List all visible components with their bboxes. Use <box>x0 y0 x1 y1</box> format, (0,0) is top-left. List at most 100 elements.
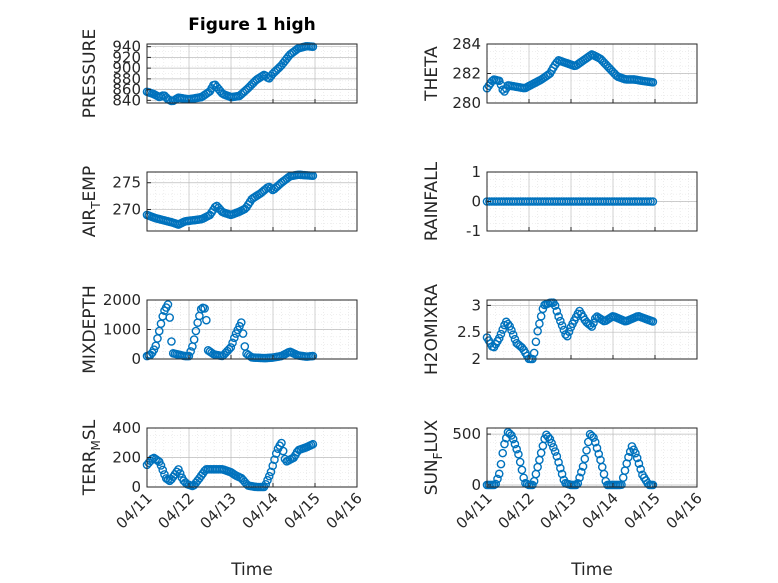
data-point-sun_flux <box>552 452 562 461</box>
data-point-sun_flux <box>582 446 591 455</box>
data-point-mixdepth <box>153 334 162 343</box>
data-point-mixdepth <box>149 345 159 354</box>
data-point-sun_flux <box>632 453 642 463</box>
data-point-mixdepth <box>154 326 164 336</box>
data-point-sun_flux <box>515 457 525 467</box>
axes-box <box>146 171 358 232</box>
data-point-sun_flux <box>575 473 584 482</box>
data-point-mixdepth <box>186 347 195 356</box>
data-point-sun_flux <box>577 467 586 477</box>
y-axis-label: SUNFLUX <box>422 419 445 495</box>
data-point-h2omixra <box>559 325 569 335</box>
axes-box <box>146 43 358 104</box>
data-point-sun_flux <box>580 454 590 464</box>
data-point-mixdepth <box>165 313 174 322</box>
x-tick-label: 04/14 <box>239 489 282 532</box>
y-tick-label: 940 <box>112 38 141 56</box>
data-point-h2omixra <box>529 348 539 358</box>
data-point-sun_flux <box>531 469 541 479</box>
data-point-mixdepth <box>230 333 239 343</box>
y-tick-label: 280 <box>452 94 481 112</box>
data-point-terr_msl <box>308 439 318 449</box>
data-point-terr_msl <box>263 475 272 485</box>
data-point-rainfall <box>646 197 655 206</box>
y-axis-label: TERRMSL <box>80 419 103 496</box>
x-tick-label: 04/16 <box>663 489 706 532</box>
panel-terr_msl: 020040004/1104/1204/1304/1404/1504/16Tim… <box>80 419 366 580</box>
x-tick-label: 04/12 <box>155 489 198 532</box>
data-point-sun_flux <box>592 443 602 453</box>
data-point-sun_flux <box>636 464 645 474</box>
data-point-rainfall <box>648 197 658 206</box>
y-tick-label: 500 <box>452 425 481 443</box>
y-axis-label: THETA <box>422 46 442 102</box>
data-point-sun_flux <box>545 434 555 444</box>
data-point-sun_flux <box>648 480 658 490</box>
data-point-sun_flux <box>624 452 633 462</box>
y-tick-label: 1 <box>471 163 481 181</box>
data-point-mixdepth <box>308 351 318 361</box>
y-axis-label: H2OMIXRA <box>422 284 442 375</box>
y-axis-label: AIRTEMP <box>80 166 103 237</box>
data-point-sun_flux <box>491 479 501 489</box>
y-axis-label: MIXDEPTH <box>80 285 100 374</box>
data-point-h2omixra <box>536 311 546 321</box>
y-tick-label: 0 <box>471 193 481 211</box>
y-tick-label: 1000 <box>103 321 141 339</box>
data-point-sun_flux <box>599 469 609 479</box>
data-point-sun_flux <box>578 462 588 471</box>
data-point-h2omixra <box>503 319 513 329</box>
y-tick-label: 2000 <box>103 291 141 309</box>
x-tick-label: 04/16 <box>323 489 366 532</box>
data-point-sun_flux <box>543 432 553 442</box>
y-tick-label: 2.5 <box>457 323 481 341</box>
data-point-theta <box>494 76 504 86</box>
data-point-sun_flux <box>493 474 502 484</box>
data-point-sun_flux <box>535 455 544 465</box>
x-tick-label: 04/13 <box>197 489 240 532</box>
data-point-terr_msl <box>277 438 286 448</box>
data-point-sun_flux <box>519 473 528 483</box>
data-point-sun_flux <box>517 465 527 475</box>
data-point-sun_flux <box>557 469 567 479</box>
data-point-h2omixra <box>557 321 567 330</box>
data-point-sun_flux <box>500 439 509 449</box>
x-axis-label: Time <box>230 560 273 580</box>
y-tick-label: 880 <box>112 70 141 88</box>
y-tick-label: 284 <box>452 35 481 53</box>
axes-box <box>486 427 698 488</box>
panel-theta: 280 282 284 THETA <box>422 35 698 112</box>
data-point-h2omixra <box>552 306 562 316</box>
axes-box <box>486 299 698 360</box>
x-axis-label: Time <box>570 560 613 580</box>
data-point-sun_flux <box>547 438 556 448</box>
data-point-pressure <box>308 42 318 51</box>
data-point-sun_flux <box>510 439 520 449</box>
y-tick-label: 0 <box>131 478 141 496</box>
y-tick-label: -1 <box>466 222 481 240</box>
data-point-h2omixra <box>563 331 572 341</box>
y-tick-label: 400 <box>112 419 141 437</box>
data-point-h2omixra <box>589 318 598 328</box>
data-point-mixdepth <box>196 304 206 314</box>
data-point-mixdepth <box>236 318 246 327</box>
data-point-sun_flux <box>587 431 597 441</box>
y-tick-label: 3 <box>471 296 481 314</box>
data-point-sun_flux <box>571 480 581 490</box>
figure-title: Figure 1 high <box>188 15 316 35</box>
data-point-h2omixra <box>496 329 506 339</box>
x-tick-label: 04/15 <box>621 489 664 532</box>
data-point-sun_flux <box>620 466 630 475</box>
data-point-h2omixra <box>498 325 508 334</box>
data-point-sun_flux <box>618 473 628 482</box>
y-tick-label: 0 <box>131 350 141 368</box>
y-axis-label: PRESSURE <box>80 29 100 118</box>
data-point-sun_flux <box>589 433 598 442</box>
data-point-h2omixra <box>554 312 563 321</box>
data-point-h2omixra <box>531 337 541 347</box>
x-tick-label: 04/12 <box>495 489 538 532</box>
x-tick-label: 04/14 <box>579 489 622 532</box>
